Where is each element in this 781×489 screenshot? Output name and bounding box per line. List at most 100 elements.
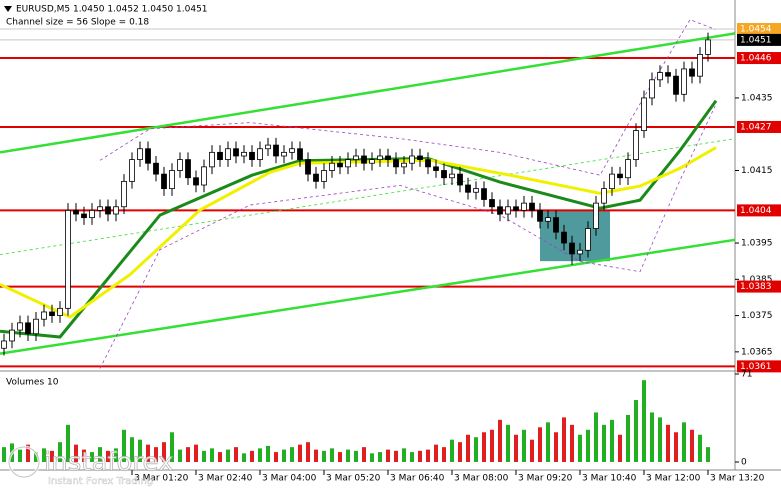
overlay-line [0,238,736,355]
volume-bar [274,452,278,462]
candle-body [473,188,479,193]
candle-body [361,155,367,164]
plot-layer [0,19,739,475]
volume-bar [122,429,126,462]
volume-bar [130,437,134,462]
volume-bar [338,452,342,462]
candle-body [561,231,567,244]
candle-body [257,148,263,161]
candle-body [481,188,487,200]
level-label-box [737,52,781,65]
candle-body [553,217,559,233]
watermark-brand: instaforex [44,448,173,478]
candle-body [113,206,119,215]
volume-bar [250,450,254,462]
y-tick-label: 1.0375 [741,311,773,321]
volume-bar [98,447,102,462]
candle-body [217,151,223,161]
candle-body [209,151,215,168]
candle-body [313,173,319,182]
level-label: 1.0404 [740,206,772,216]
volume-title: Volumes 10 [6,378,59,388]
volume-bar [586,429,590,462]
price-label-box [737,23,781,36]
candle-body [289,148,295,153]
candle-body [249,151,255,161]
y-tick-label: 0 [741,458,747,468]
candle-body [369,159,375,164]
volume-bar [74,444,78,462]
candle-body [241,151,247,157]
candle-body [281,151,287,157]
watermark-logo-outline [8,446,40,478]
x-tick-label: 3 Mar 05:20 [326,474,381,484]
candle-body [9,329,15,342]
volume-bar [634,400,638,462]
overlay-line [0,32,736,154]
candle-body [353,155,359,161]
candle-body [41,311,47,320]
level-label-box [737,360,781,373]
volume-bar [610,419,614,462]
volume-bar [618,434,622,462]
volume-bar [58,442,62,462]
candle-body [577,249,583,255]
candle-body [625,159,631,179]
volume-bar [370,453,374,462]
level-label-box [737,280,781,293]
price-label: 1.0451 [740,35,772,45]
volume-bar [162,442,166,462]
volume-bar [330,448,334,462]
candle-body [321,170,327,182]
level-label: 1.0361 [740,362,772,372]
volume-bar [546,422,550,462]
candle-body [433,166,439,171]
candle-body [385,155,391,161]
candle-body [537,209,543,222]
level-label: 1.0383 [740,282,772,292]
level-label-box [737,120,781,133]
candle-body [97,206,103,211]
x-tick-label: 3 Mar 01:20 [134,474,189,484]
volume-bar [402,448,406,462]
volume-bar [258,448,262,462]
candle-body [513,206,519,211]
candle-body [185,159,191,179]
candle-body [121,180,127,208]
volume-bar [690,429,694,462]
y-tick-label: 1.0365 [741,347,773,357]
candle-body [233,148,239,157]
candle-body [193,177,199,186]
overlay-line [99,105,716,369]
candle-body [521,202,527,211]
candle-body [57,307,63,316]
candle-body [529,202,535,211]
volume-bar [426,449,430,462]
volume-bar [706,447,710,462]
volume-bar [642,380,646,462]
candle-body [697,54,703,77]
candle-body [153,162,159,175]
candle-body [305,159,311,175]
volume-bar [538,427,542,462]
watermark: instaforex Instant Forex Trading [7,445,174,487]
candle-body [649,79,655,99]
chart-subheader: Channel size = 56 Slope = 0.18 [6,18,149,28]
candle-body [505,206,511,215]
volume-bar [146,444,150,462]
candle-body [409,155,415,164]
y-tick-label: 1.0385 [741,275,773,285]
candle-body [705,39,711,55]
x-tick-label: 3 Mar 04:00 [262,474,317,484]
chart-header: EURUSD,M5 1.0450 1.0452 1.0450 1.0451 [16,5,208,15]
volume-bar [554,432,558,462]
volume-bar [154,447,158,462]
volume-bar [290,447,294,462]
symbol-arrow [4,6,12,12]
candle-body [1,340,7,349]
level-label: 1.0427 [740,122,772,132]
volume-bar [474,437,478,462]
candle-body [273,144,279,157]
candle-body [105,206,111,215]
candle-body [617,173,623,179]
